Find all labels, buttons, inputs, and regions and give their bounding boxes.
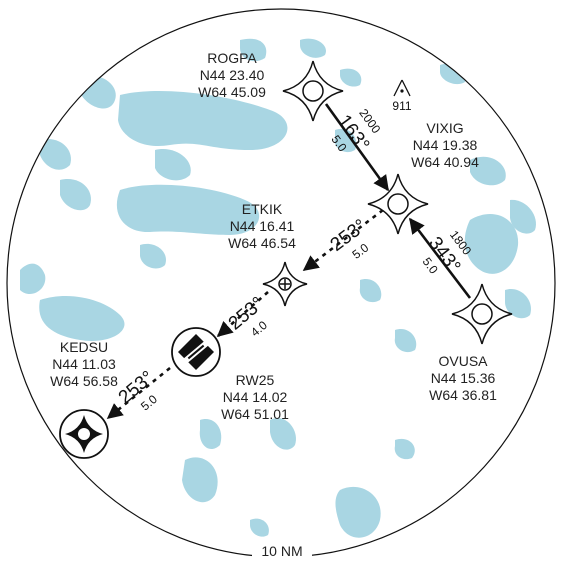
svg-text:N44 14.02: N44 14.02 [223, 389, 288, 405]
leg-ovusa-vixig [408, 217, 472, 299]
svg-text:N44 15.36: N44 15.36 [431, 370, 496, 386]
leg-vixig-etkik [302, 208, 384, 272]
svg-text:N44 16.41: N44 16.41 [230, 218, 295, 234]
scale-ring-label: 10 NM [261, 543, 302, 559]
svg-text:N44 23.40: N44 23.40 [200, 67, 265, 83]
waypoint-rogpa-label: ROGPA N44 23.40 W64 45.09 [198, 50, 266, 100]
waypoint-ovusa-label: OVUSA N44 15.36 W64 36.81 [429, 353, 497, 403]
svg-text:ROGPA: ROGPA [207, 50, 257, 66]
waypoint-rogpa-symbol[interactable] [282, 60, 344, 122]
obstacle-icon [393, 79, 411, 97]
obstacle-elevation: 911 [392, 99, 411, 113]
svg-text:W64 56.58: W64 56.58 [50, 373, 118, 389]
svg-text:W64 51.01: W64 51.01 [221, 406, 289, 422]
svg-text:OVUSA: OVUSA [438, 353, 488, 369]
leg-vixig-etkik-label: 253° 5.0 [327, 215, 372, 261]
leg-rogpa-vixig [324, 103, 390, 192]
svg-text:RW25: RW25 [236, 372, 275, 388]
waypoint-vixig-symbol[interactable] [367, 173, 429, 235]
leg-etkik-rw25 [216, 291, 269, 338]
svg-text:W64 40.94: W64 40.94 [411, 154, 479, 170]
svg-text:VIXIG: VIXIG [426, 120, 463, 136]
waypoint-rw25-label: RW25 N44 14.02 W64 51.01 [221, 372, 289, 422]
water-bodies [20, 38, 536, 538]
svg-text:W64 36.81: W64 36.81 [429, 387, 497, 403]
svg-text:ETKIK: ETKIK [242, 201, 283, 217]
waypoint-etkik-symbol[interactable] [262, 261, 308, 307]
waypoint-vixig-label: VIXIG N44 19.38 W64 40.94 [411, 120, 479, 170]
svg-text:W64 46.54: W64 46.54 [228, 235, 296, 251]
svg-text:W64 45.09: W64 45.09 [198, 84, 266, 100]
svg-text:N44 19.38: N44 19.38 [413, 137, 478, 153]
scale-label-bg [252, 541, 312, 559]
waypoint-kedsu-label: KEDSU N44 11.03 W64 56.58 [50, 339, 118, 389]
waypoint-rw25-symbol[interactable] [171, 327, 221, 377]
waypoint-ovusa-symbol[interactable] [451, 283, 513, 345]
leg-etkik-rw25-label: 253° 4.0 [225, 293, 270, 339]
leg-rw25-kedsu [106, 366, 171, 420]
waypoint-etkik-label: ETKIK N44 16.41 W64 46.54 [228, 201, 296, 251]
svg-text:KEDSU: KEDSU [60, 339, 108, 355]
routes [106, 103, 472, 420]
waypoint-kedsu-symbol[interactable] [59, 409, 109, 459]
svg-text:N44 11.03: N44 11.03 [52, 356, 116, 372]
